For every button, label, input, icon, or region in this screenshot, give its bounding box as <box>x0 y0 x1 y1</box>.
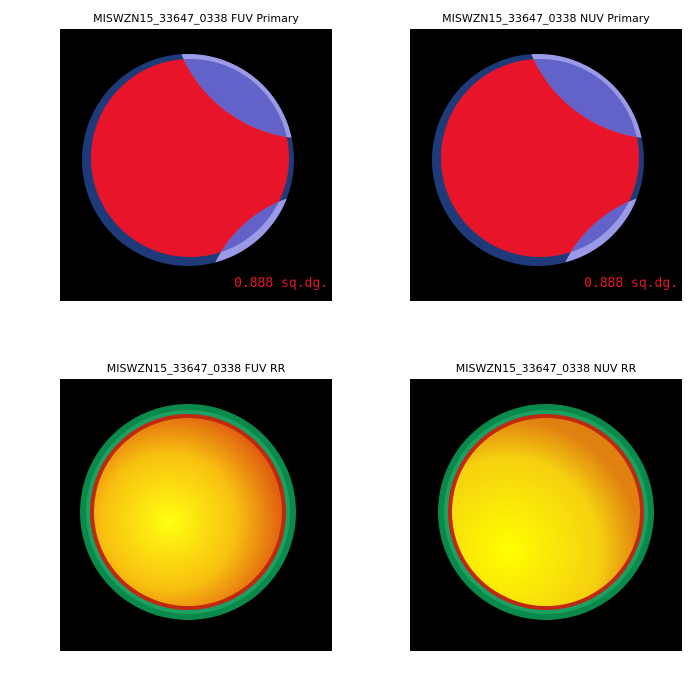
area-label: 0.888 sq.dg. <box>234 276 328 291</box>
panel-title: MISWZN15_33647_0338 FUV RR <box>107 362 286 375</box>
nuv-rr-image <box>410 379 682 651</box>
panel-title: MISWZN15_33647_0338 NUV RR <box>456 362 637 375</box>
panel-title: MISWZN15_33647_0338 FUV Primary <box>93 12 299 25</box>
fuv-rr-image <box>60 379 332 651</box>
panel-title: MISWZN15_33647_0338 NUV Primary <box>442 12 650 25</box>
area-label: 0.888 sq.dg. <box>584 276 678 291</box>
